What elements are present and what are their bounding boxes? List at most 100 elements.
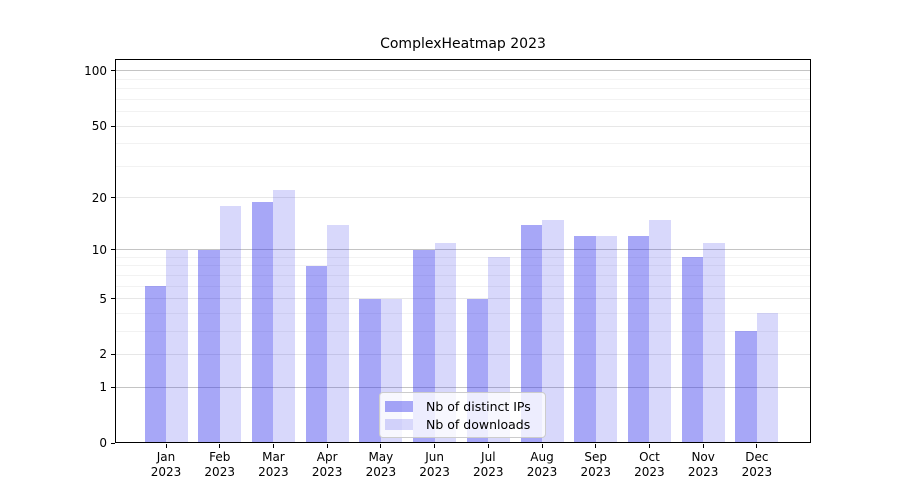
x-tick-month: Jun <box>425 450 444 464</box>
plot-border <box>115 59 811 443</box>
major-gridline <box>115 70 811 72</box>
y-tick-mark <box>111 386 115 388</box>
legend: Nb of distinct IPs Nb of downloads <box>379 392 546 438</box>
x-tick-mark <box>487 443 489 448</box>
major-gridline <box>115 298 811 300</box>
x-tick-month: Jul <box>481 450 496 464</box>
bar-apr-downloads <box>327 224 349 443</box>
minor-gridline <box>115 143 811 145</box>
x-tick-month: Jan <box>156 450 176 464</box>
y-tick-mark <box>111 70 115 72</box>
minor-gridline <box>115 274 811 276</box>
y-tick-label: 1 <box>99 380 107 395</box>
x-tick-label: Dec 2023 <box>727 450 787 480</box>
x-tick-label: Oct 2023 <box>619 450 679 480</box>
x-tick-mark <box>756 443 758 448</box>
legend-swatch-downloads-icon <box>385 418 413 430</box>
x-tick-mark <box>434 443 436 448</box>
x-tick-year: 2023 <box>687 465 719 479</box>
bar-aug-downloads <box>542 219 564 443</box>
x-tick-year: 2023 <box>150 465 182 479</box>
y-tick-mark <box>111 197 115 199</box>
x-tick-month: Sep <box>584 450 608 464</box>
y-tick-mark <box>111 298 115 300</box>
x-tick-mark <box>702 443 704 448</box>
bar-may-distinct-ips <box>359 298 381 443</box>
x-tick-mark <box>165 443 167 448</box>
x-tick-label: Jun 2023 <box>405 450 465 480</box>
major-gridline <box>115 353 811 355</box>
minor-gridline <box>115 98 811 100</box>
x-tick-month: May <box>368 450 394 464</box>
x-tick-year: 2023 <box>473 465 504 479</box>
minor-gridline <box>115 256 811 258</box>
y-tick-label: 50 <box>91 119 107 134</box>
x-tick-year: 2023 <box>526 465 558 479</box>
bar-mar-downloads <box>273 190 295 443</box>
y-tick-mark <box>111 353 115 355</box>
x-tick-month: Aug <box>530 450 554 464</box>
legend-row-distinct-ips: Nb of distinct IPs <box>384 399 541 414</box>
minor-gridline <box>115 165 811 167</box>
x-tick-label: Nov 2023 <box>673 450 733 480</box>
legend-label-distinct-ips: Nb of distinct IPs <box>426 398 531 414</box>
x-tick-label: Apr 2023 <box>297 450 357 480</box>
bar-jan-distinct-ips <box>144 286 166 443</box>
x-tick-year: 2023 <box>204 465 235 479</box>
bar-feb-distinct-ips <box>198 249 220 443</box>
legend-swatch-distinct-ips-icon <box>385 400 413 412</box>
x-tick-label: Jan 2023 <box>136 450 196 480</box>
minor-gridline <box>115 330 811 332</box>
x-tick-mark <box>648 443 650 448</box>
x-tick-label: Jul 2023 <box>458 450 518 480</box>
x-tick-year: 2023 <box>580 465 611 479</box>
bar-feb-downloads <box>219 205 242 443</box>
x-tick-mark <box>219 443 221 448</box>
x-tick-year: 2023 <box>311 465 343 479</box>
bar-aug-distinct-ips <box>520 224 543 443</box>
bar-nov-distinct-ips <box>681 257 704 443</box>
x-tick-year: 2023 <box>365 465 397 479</box>
y-tick-mark <box>111 249 115 251</box>
bar-nov-downloads <box>703 242 725 443</box>
x-tick-mark <box>541 443 543 448</box>
x-tick-month: Mar <box>262 450 285 464</box>
major-gridline <box>115 125 811 127</box>
x-tick-year: 2023 <box>634 465 665 479</box>
major-gridline <box>115 197 811 199</box>
x-tick-year: 2023 <box>741 465 773 479</box>
minor-gridline <box>115 78 811 80</box>
y-tick-label: 100 <box>84 63 107 78</box>
x-tick-year: 2023 <box>419 465 450 479</box>
y-tick-mark <box>111 125 115 127</box>
x-tick-month: Dec <box>745 450 769 464</box>
bar-jan-downloads <box>166 249 188 443</box>
x-tick-month: Feb <box>209 450 231 464</box>
y-tick-label: 0 <box>99 436 107 450</box>
minor-gridline <box>115 312 811 314</box>
major-gridline <box>115 386 811 388</box>
x-tick-label: Aug 2023 <box>512 450 572 480</box>
bar-dec-downloads <box>756 313 779 443</box>
x-tick-mark <box>326 443 328 448</box>
x-tick-month: Apr <box>316 450 338 464</box>
y-tick-mark <box>111 442 115 444</box>
y-tick-label: 10 <box>91 242 107 257</box>
bar-mar-distinct-ips <box>251 201 274 443</box>
x-tick-mark <box>380 443 382 448</box>
bar-dec-distinct-ips <box>735 331 757 443</box>
legend-label-downloads: Nb of downloads <box>426 416 531 432</box>
bar-sep-distinct-ips <box>574 236 596 443</box>
x-tick-mark <box>595 443 597 448</box>
x-tick-year: 2023 <box>258 465 289 479</box>
bar-sep-downloads <box>595 236 618 443</box>
bar-oct-downloads <box>649 219 671 443</box>
y-tick-label: 20 <box>91 190 107 205</box>
x-tick-month: Oct <box>639 450 660 464</box>
y-tick-label: 2 <box>99 347 107 362</box>
y-tick-label: 5 <box>99 291 107 306</box>
minor-gridline <box>115 88 811 90</box>
bar-apr-distinct-ips <box>305 265 328 443</box>
